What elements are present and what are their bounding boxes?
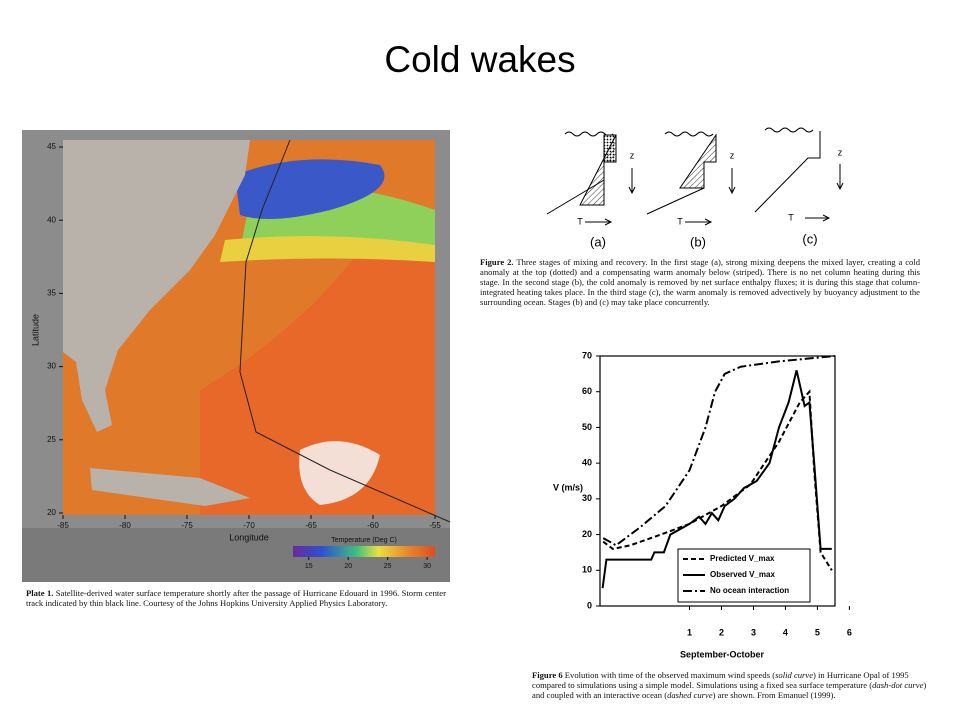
y-tick-label: 40 xyxy=(582,458,592,468)
map-y-tick-label: 40 xyxy=(47,215,56,224)
caption-text: Satellite-derived water surface temperat… xyxy=(26,588,446,608)
legend-label: No ocean interaction xyxy=(710,586,789,595)
z-arrow xyxy=(728,168,736,195)
z-label: z xyxy=(838,147,843,157)
panel-label: (c) xyxy=(802,231,817,246)
y-axis-label: V (m/s) xyxy=(553,482,583,492)
caption-text: Evolution with time of the observed maxi… xyxy=(562,670,776,680)
t-label: T xyxy=(677,216,683,226)
caption-text: Three stages of mixing and recovery. In … xyxy=(480,257,920,307)
z-arrow xyxy=(836,164,844,191)
y-tick-label: 50 xyxy=(582,422,592,432)
z-label: z xyxy=(730,150,735,160)
t-label: T xyxy=(788,212,794,222)
panel-a xyxy=(546,131,636,226)
x-tick-label: 2 xyxy=(719,627,724,637)
x-tick-label: 3 xyxy=(751,627,756,637)
series-line xyxy=(601,370,832,589)
y-tick-label: 70 xyxy=(582,350,592,360)
sea-surface xyxy=(764,127,814,133)
series-line xyxy=(602,355,836,547)
map-x-label: Longitude xyxy=(229,532,269,542)
t-arrow xyxy=(805,214,831,222)
colorbar xyxy=(293,546,435,557)
warm-anomaly xyxy=(579,134,617,206)
temperature-profile xyxy=(754,131,821,213)
map-x-tick-label: -70 xyxy=(243,521,255,530)
map-y-tick-label: 45 xyxy=(47,142,56,151)
colorbar-label: Temperature (Deg C) xyxy=(331,537,397,544)
y-tick-label: 60 xyxy=(582,386,592,396)
colorbar-tick-label: 20 xyxy=(344,563,352,570)
caption-label: Figure 6 xyxy=(532,670,563,680)
mixing-diagram xyxy=(546,127,844,226)
map-yellow-band xyxy=(220,236,435,262)
colorbar-tick-label: 30 xyxy=(423,563,431,570)
figure2-caption: Figure 2. Three stages of mixing and rec… xyxy=(480,257,920,307)
legend-label: Predicted V_max xyxy=(710,554,775,563)
sea-surface xyxy=(564,131,614,137)
slide-title: Cold wakes xyxy=(384,39,575,80)
map-warm-area xyxy=(200,240,435,515)
map-island xyxy=(90,468,250,506)
x-tick-label: 6 xyxy=(847,627,852,637)
z-arrow xyxy=(628,168,636,195)
colorbar-tick-label: 15 xyxy=(305,563,313,570)
colorbar-tick-label: 25 xyxy=(384,563,392,570)
storm-track xyxy=(239,139,451,523)
temperature-profile xyxy=(546,135,617,215)
panel-label: (b) xyxy=(690,234,706,249)
chart-frame xyxy=(599,355,836,607)
satellite-map: Temperature (Deg C) Longitude Latitude xyxy=(22,130,451,582)
y-tick-label: 20 xyxy=(582,529,592,539)
wind-speed-chart: 010203040506070282930123456September-Oct… xyxy=(553,350,852,659)
map-cold-area xyxy=(235,159,385,219)
caption-text: ) and coupled with an interactive ocean … xyxy=(532,680,927,700)
t-arrow xyxy=(585,218,613,226)
plate-caption: Plate 1. Satellite-derived water surface… xyxy=(26,588,446,608)
x-axis-label: September-October xyxy=(680,649,765,659)
legend-label: Observed V_max xyxy=(710,570,775,579)
map-y-tick-label: 20 xyxy=(47,508,56,517)
map-x-tick-label: -80 xyxy=(119,521,131,530)
diagram-labels: z T (a) z T (b) z T (c) xyxy=(577,147,843,249)
map-y-label: Latitude xyxy=(30,314,40,346)
caption-text: dash-dot curve xyxy=(872,680,924,690)
map-ticks: -85 -80 -75 -70 -65 -60 -55 20 25 30 35 40 45 15 20 25 3… xyxy=(47,142,441,570)
caption-text: solid curve xyxy=(775,670,814,680)
map-x-tick-label: -65 xyxy=(305,521,317,530)
map-land xyxy=(63,140,250,432)
y-tick-label: 10 xyxy=(582,565,592,575)
y-tick-label: 30 xyxy=(582,493,592,503)
map-x-tick-label: -85 xyxy=(57,521,69,530)
map-x-tick-label: -75 xyxy=(181,521,193,530)
map-y-tick-label: 25 xyxy=(47,435,56,444)
caption-label: Plate 1. xyxy=(26,588,54,598)
caption-text: dashed curve xyxy=(667,690,713,700)
t-arrow xyxy=(685,218,713,226)
series-line xyxy=(602,389,833,571)
caption-text: ) are shown. From Emanuel (1999). xyxy=(712,690,836,700)
map-x-tick-label: -55 xyxy=(429,521,441,530)
y-tick-label: 0 xyxy=(587,600,592,610)
x-tick-label: 5 xyxy=(815,627,820,637)
map-y-tick-label: 30 xyxy=(47,362,56,371)
caption-text: ) in Hurricane Opal of 1995 compared to … xyxy=(532,670,909,690)
panel-label: (a) xyxy=(590,234,606,249)
z-label: z xyxy=(630,150,635,160)
map-x-tick-label: -60 xyxy=(367,521,379,530)
sea-surface xyxy=(664,131,714,137)
t-label: T xyxy=(577,216,583,226)
map-y-tick-label: 35 xyxy=(47,289,56,298)
x-tick-label: 1 xyxy=(687,627,692,637)
temperature-profile xyxy=(646,135,717,215)
map-clouds xyxy=(299,441,380,505)
panel-b xyxy=(646,131,736,226)
caption-label: Figure 2. xyxy=(480,257,514,267)
x-tick-label: 4 xyxy=(783,627,788,637)
figure6-caption: Figure 6 Evolution with time of the obse… xyxy=(532,670,932,700)
panel-c xyxy=(754,127,844,222)
